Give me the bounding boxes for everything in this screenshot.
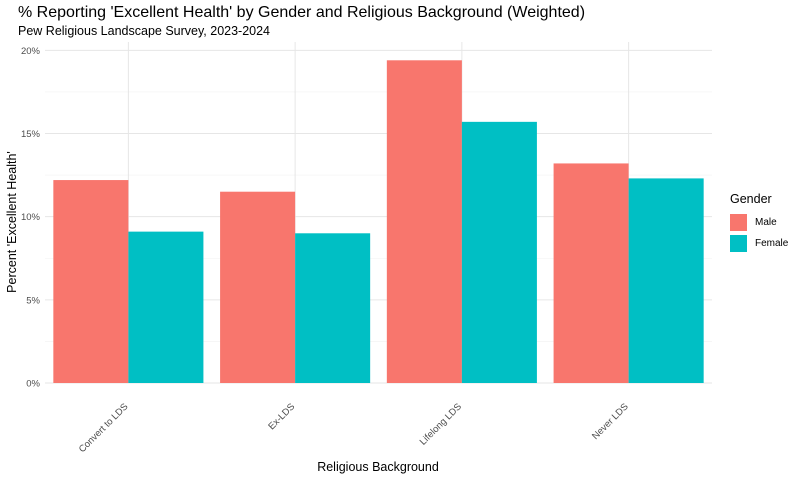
bar-male-lifelong-lds [386, 60, 462, 384]
legend: Gender Male Female [730, 192, 788, 254]
bar-female-lifelong-lds [461, 121, 537, 383]
legend-label-female: Female [755, 238, 789, 249]
legend-label-male: Male [755, 217, 777, 228]
x-tick-label: Ex-LDS [266, 401, 297, 432]
y-tick-label: 5% [26, 295, 40, 306]
bar-male-convert-to-lds [53, 180, 129, 383]
chart-subtitle: Pew Religious Landscape Survey, 2023-202… [18, 24, 271, 38]
y-axis-ticks: 0% 5% 10% 15% 20% [21, 46, 41, 390]
legend-title: Gender [730, 192, 772, 206]
y-tick-label: 20% [21, 46, 41, 57]
legend-swatch-male [730, 214, 747, 231]
x-axis-title: Religious Background [317, 460, 439, 474]
x-tick-label: Never LDS [590, 401, 631, 442]
legend-item-male: Male [730, 212, 788, 233]
bar-female-never-lds [628, 178, 704, 383]
bar-male-never-lds [553, 163, 629, 383]
x-tick-label: Convert to LDS [77, 401, 131, 455]
bars [53, 60, 704, 384]
bar-female-convert-to-lds [128, 231, 204, 383]
bar-female-ex-lds [295, 233, 371, 383]
legend-swatch-female [730, 235, 747, 252]
x-axis-ticks: Convert to LDS Ex-LDS Lifelong LDS Never LD… [77, 401, 631, 455]
y-axis-title: Percent 'Excellent Health' [5, 151, 19, 293]
legend-item-female: Female [730, 233, 788, 254]
y-tick-label: 0% [26, 379, 40, 390]
y-tick-label: 10% [21, 212, 41, 223]
chart-title: % Reporting 'Excellent Health' by Gender… [18, 4, 586, 21]
y-tick-label: 15% [21, 129, 41, 140]
x-tick-label: Lifelong LDS [418, 401, 464, 447]
bar-male-ex-lds [220, 191, 296, 383]
